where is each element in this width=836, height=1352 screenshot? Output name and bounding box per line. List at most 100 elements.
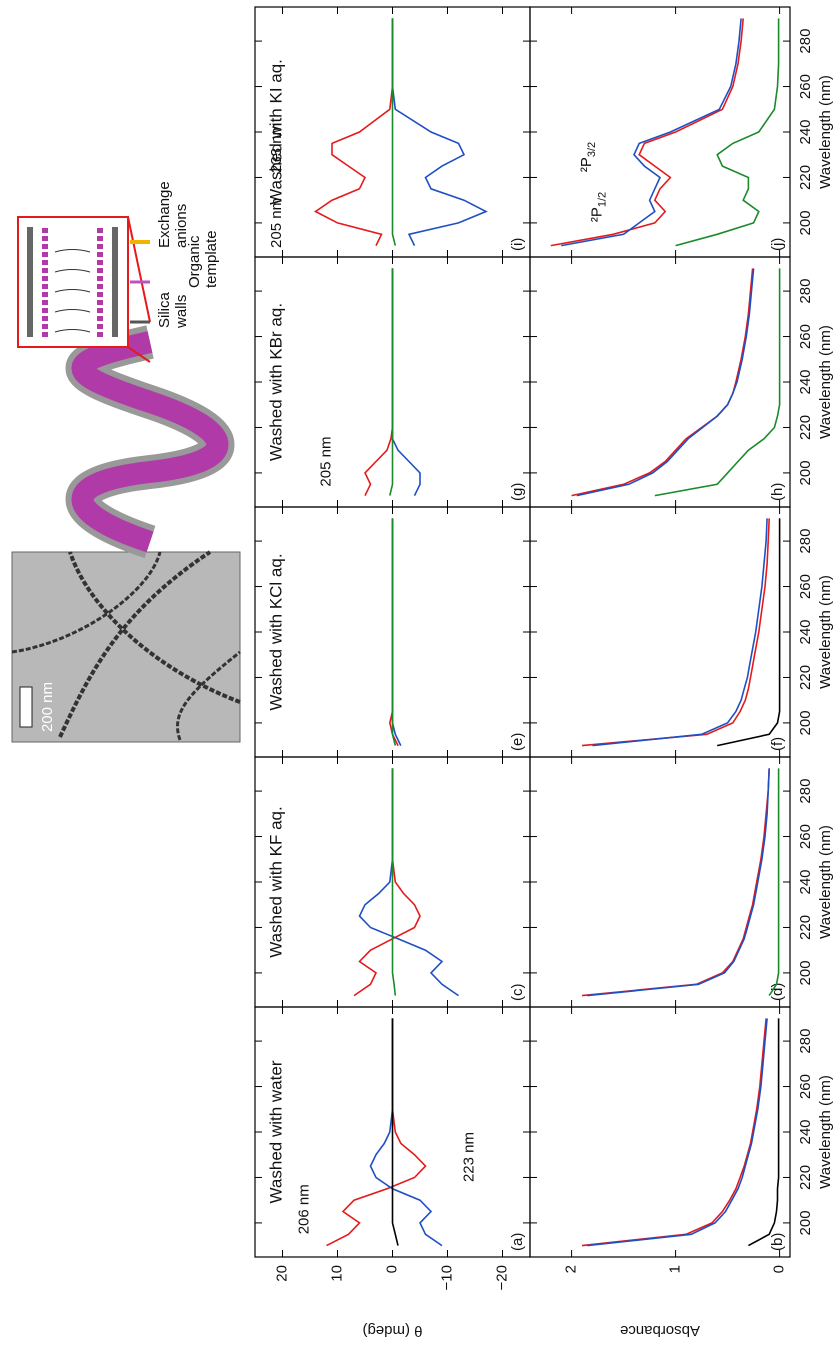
panel-title: Washed with water xyxy=(266,1060,285,1203)
data-line xyxy=(391,518,402,746)
panel-label: (f) xyxy=(769,737,786,751)
annotation: ²P1/2 xyxy=(589,192,609,222)
data-line xyxy=(587,1018,768,1247)
annotation: 205 nm xyxy=(268,198,285,248)
y-tick-label: −10 xyxy=(438,1265,455,1290)
helix-schematic xyxy=(17,216,235,559)
data-line xyxy=(571,268,754,497)
panel-label: (g) xyxy=(509,483,526,501)
data-line xyxy=(391,518,397,746)
x-tick-label: 260 xyxy=(797,74,814,99)
data-line xyxy=(581,518,770,747)
data-line xyxy=(391,768,397,996)
data-line xyxy=(592,518,768,747)
y-tick-label: −20 xyxy=(493,1265,510,1290)
x-tick-label: 280 xyxy=(797,279,814,304)
x-tick-label: 260 xyxy=(797,824,814,849)
annotation: ²P3/2 xyxy=(578,142,598,172)
data-line xyxy=(550,18,744,247)
x-tick-label: 240 xyxy=(797,619,814,644)
x-tick-label: 280 xyxy=(797,779,814,804)
annotation: 223 nm xyxy=(460,1132,477,1182)
data-line xyxy=(576,268,755,497)
data-line xyxy=(581,768,770,997)
y-axis-label: θ (mdeg) xyxy=(362,1322,422,1339)
x-tick-label: 220 xyxy=(797,165,814,190)
panel-label: (e) xyxy=(509,733,526,751)
data-line xyxy=(391,18,397,246)
x-tick-label: 200 xyxy=(797,960,814,985)
annotation: 233 nm xyxy=(268,123,285,173)
y-tick-label: 20 xyxy=(273,1265,290,1282)
y-tick-label: 0 xyxy=(383,1265,400,1273)
data-line xyxy=(748,1018,780,1247)
x-tick-label: 280 xyxy=(797,529,814,554)
data-line xyxy=(717,518,781,747)
panel-label: (i) xyxy=(509,238,526,251)
y-tick-label: 0 xyxy=(771,1265,788,1273)
data-line xyxy=(389,268,394,496)
y-axis-label: Absorbance xyxy=(620,1322,700,1339)
data-line xyxy=(581,1018,767,1247)
inset-label: walls xyxy=(173,295,190,329)
x-tick-label: 260 xyxy=(797,574,814,599)
panel-title: Washed with KI aq. xyxy=(266,59,285,205)
x-axis-label: Wavelength (nm) xyxy=(817,1075,834,1189)
y-tick-label: 1 xyxy=(667,1265,684,1273)
inset-label: Exchange xyxy=(156,181,173,248)
x-tick-label: 220 xyxy=(797,665,814,690)
annotation-text: ²P xyxy=(578,157,595,172)
scale-bar-label: 200 nm xyxy=(39,682,56,732)
x-tick-label: 240 xyxy=(797,119,814,144)
panel-frame xyxy=(529,756,791,1008)
x-tick-label: 280 xyxy=(797,29,814,54)
x-tick-label: 220 xyxy=(797,415,814,440)
data-line xyxy=(388,518,399,746)
panel-title: Washed with KBr aq. xyxy=(266,303,285,461)
panel-label: (b) xyxy=(769,1233,786,1251)
panel-label: (a) xyxy=(509,1233,526,1251)
x-tick-label: 220 xyxy=(797,1165,814,1190)
data-line xyxy=(358,768,459,997)
x-tick-label: 200 xyxy=(797,1210,814,1235)
y-tick-label: 2 xyxy=(563,1265,580,1273)
panel-label: (c) xyxy=(509,984,526,1002)
inset-label: template xyxy=(203,230,220,288)
data-line xyxy=(768,768,780,997)
y-tick-label: 10 xyxy=(328,1265,345,1282)
data-line xyxy=(326,1018,427,1247)
data-line xyxy=(654,268,781,497)
annotation-sub: 3/2 xyxy=(586,142,598,157)
inset-label: anions xyxy=(173,204,190,248)
panel-label: (h) xyxy=(769,483,786,501)
panel-title: Washed with KF aq. xyxy=(266,806,285,958)
x-tick-label: 240 xyxy=(797,1119,814,1144)
inset-label: Organic xyxy=(186,235,203,288)
data-line xyxy=(675,18,780,247)
annotation-text: ²P xyxy=(589,207,606,222)
x-tick-label: 260 xyxy=(797,324,814,349)
data-line xyxy=(353,768,421,997)
x-tick-label: 240 xyxy=(797,869,814,894)
x-tick-label: 240 xyxy=(797,369,814,394)
panel-frame xyxy=(529,506,791,758)
x-axis-label: Wavelength (nm) xyxy=(817,825,834,939)
x-axis-label: Wavelength (nm) xyxy=(817,325,834,439)
annotation-sub: 1/2 xyxy=(597,192,609,207)
data-line xyxy=(364,268,394,496)
panel-frame xyxy=(529,6,791,258)
x-tick-label: 280 xyxy=(797,1029,814,1054)
data-line xyxy=(369,1018,443,1247)
panel-frame xyxy=(529,1006,791,1258)
annotation: 205 nm xyxy=(317,437,334,487)
data-line xyxy=(391,18,488,246)
data-line xyxy=(313,18,394,246)
annotation: 206 nm xyxy=(295,1184,312,1234)
data-line xyxy=(587,768,770,997)
x-tick-label: 200 xyxy=(797,210,814,235)
data-line xyxy=(561,18,742,247)
x-axis-label: Wavelength (nm) xyxy=(817,75,834,189)
x-axis-label: Wavelength (nm) xyxy=(817,575,834,689)
